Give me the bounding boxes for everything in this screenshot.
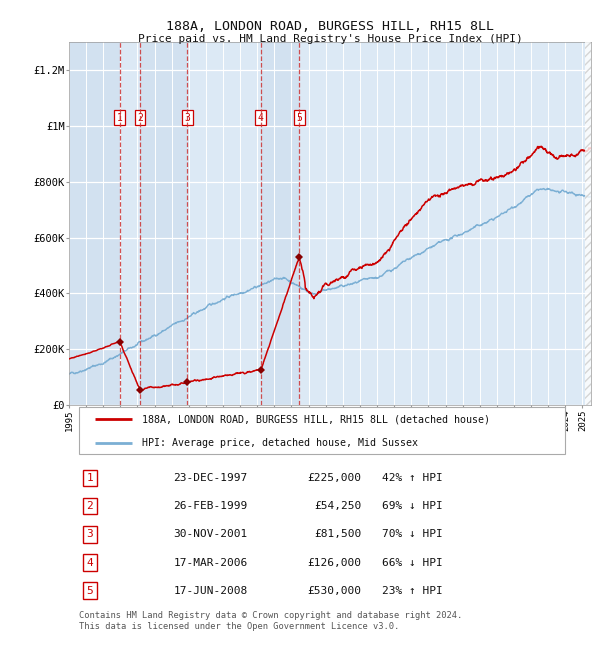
Polygon shape: [585, 42, 591, 405]
Text: 26-FEB-1999: 26-FEB-1999: [173, 501, 248, 511]
Text: 70% ↓ HPI: 70% ↓ HPI: [382, 529, 443, 539]
Text: 2: 2: [86, 501, 93, 511]
Text: £225,000: £225,000: [307, 473, 361, 483]
Text: 4: 4: [258, 112, 264, 123]
Text: Price paid vs. HM Land Registry's House Price Index (HPI): Price paid vs. HM Land Registry's House …: [137, 34, 523, 44]
Text: £81,500: £81,500: [314, 529, 361, 539]
Bar: [261, 42, 299, 405]
Text: 2: 2: [137, 112, 143, 123]
Text: 1: 1: [86, 473, 93, 483]
Text: 5: 5: [86, 586, 93, 596]
Bar: [140, 42, 187, 405]
Text: 3: 3: [86, 529, 93, 539]
Text: 188A, LONDON ROAD, BURGESS HILL, RH15 8LL: 188A, LONDON ROAD, BURGESS HILL, RH15 8L…: [166, 20, 494, 33]
Text: £126,000: £126,000: [307, 558, 361, 567]
Text: 188A, LONDON ROAD, BURGESS HILL, RH15 8LL (detached house): 188A, LONDON ROAD, BURGESS HILL, RH15 8L…: [142, 414, 490, 424]
Text: 30-NOV-2001: 30-NOV-2001: [173, 529, 248, 539]
Text: 66% ↓ HPI: 66% ↓ HPI: [382, 558, 443, 567]
Text: 4: 4: [86, 558, 93, 567]
Text: £54,250: £54,250: [314, 501, 361, 511]
Text: 5: 5: [296, 112, 302, 123]
Text: £530,000: £530,000: [307, 586, 361, 596]
Text: HPI: Average price, detached house, Mid Sussex: HPI: Average price, detached house, Mid …: [142, 438, 418, 448]
Text: 17-MAR-2006: 17-MAR-2006: [173, 558, 248, 567]
FancyBboxPatch shape: [79, 407, 565, 454]
Text: 1: 1: [117, 112, 123, 123]
Text: 69% ↓ HPI: 69% ↓ HPI: [382, 501, 443, 511]
Text: 42% ↑ HPI: 42% ↑ HPI: [382, 473, 443, 483]
Text: 23% ↑ HPI: 23% ↑ HPI: [382, 586, 443, 596]
Text: Contains HM Land Registry data © Crown copyright and database right 2024.
This d: Contains HM Land Registry data © Crown c…: [79, 612, 463, 630]
Text: 3: 3: [184, 112, 190, 123]
Bar: [69, 42, 120, 405]
Text: 17-JUN-2008: 17-JUN-2008: [173, 586, 248, 596]
Text: 23-DEC-1997: 23-DEC-1997: [173, 473, 248, 483]
